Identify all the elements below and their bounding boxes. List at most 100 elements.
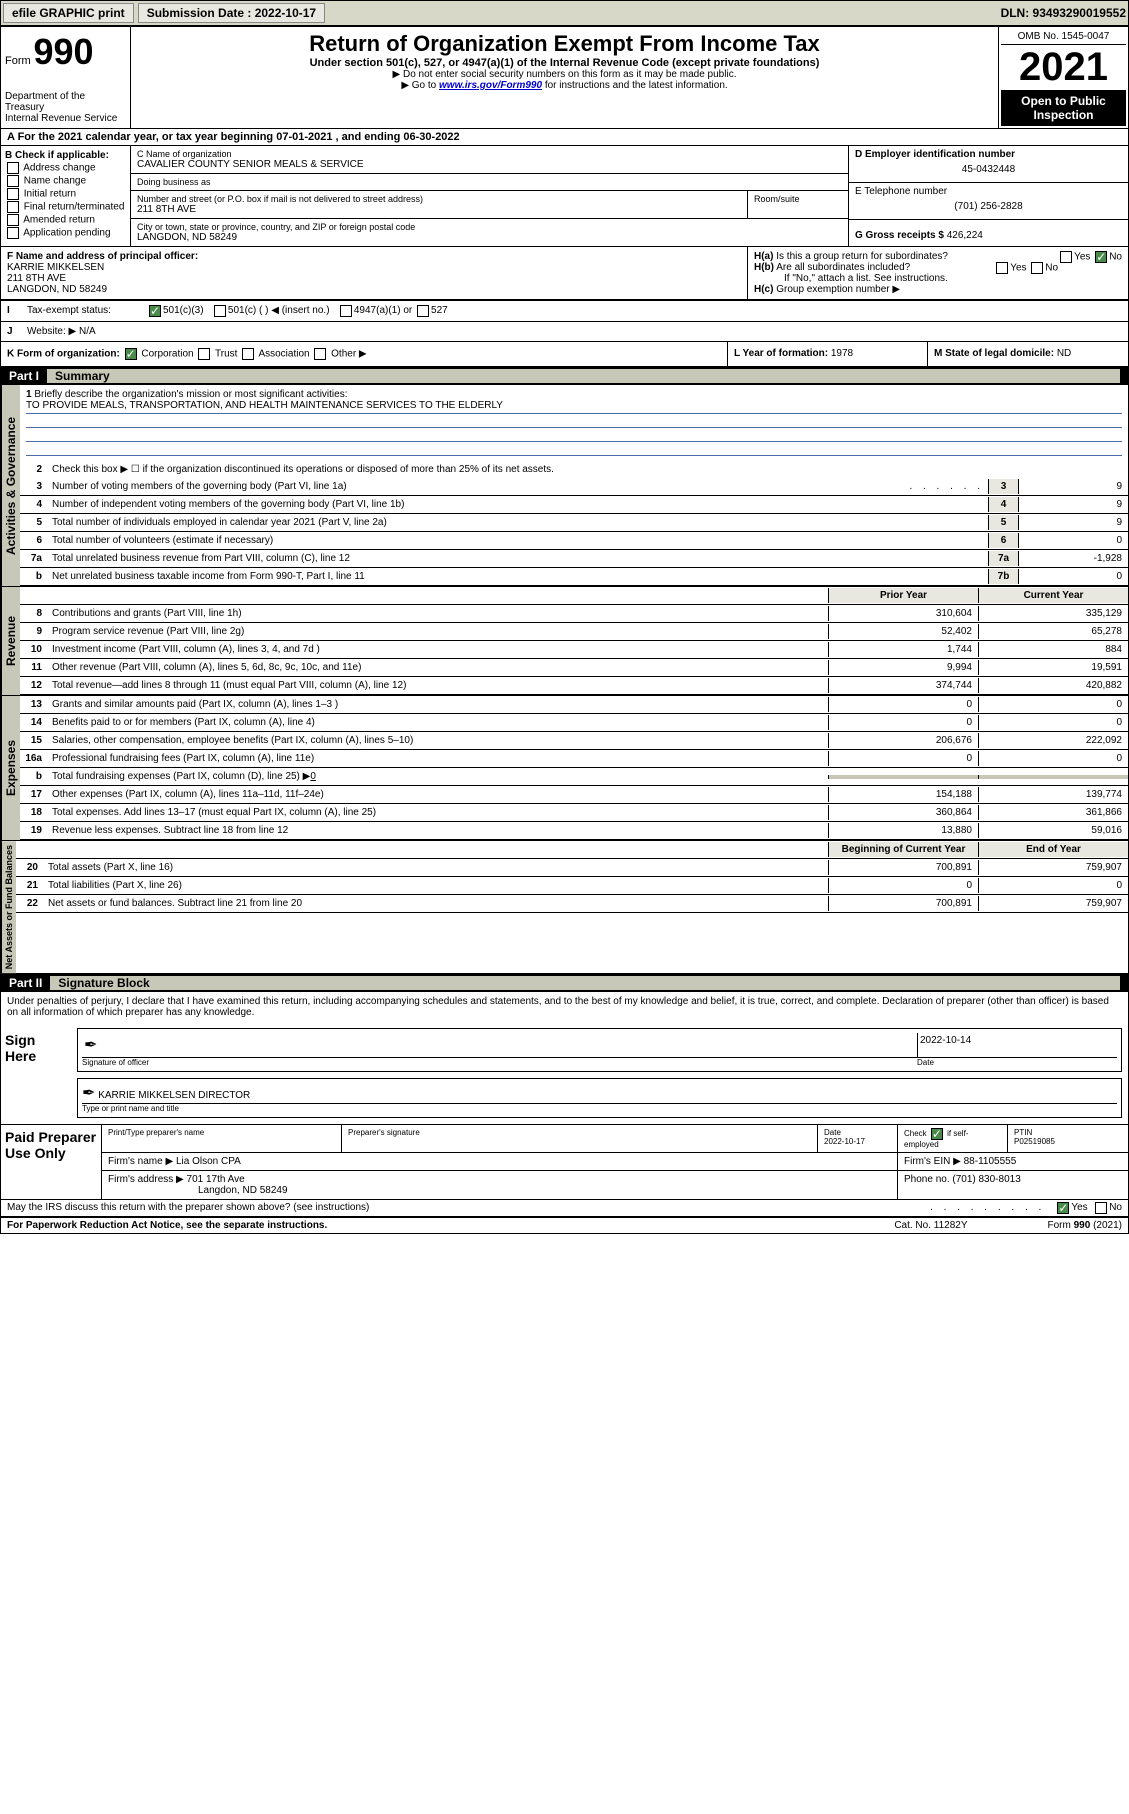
website-value: N/A (79, 326, 96, 337)
firm-addr1: 701 17th Ave (187, 1174, 245, 1185)
org-name-block: C Name of organization CAVALIER COUNTY S… (131, 146, 848, 174)
cb-trust[interactable] (198, 348, 210, 360)
tax-year: 2021 (1001, 45, 1126, 90)
part-1-header: Part I Summary (1, 367, 1128, 385)
officer-name-title: KARRIE MIKKELSEN DIRECTOR (98, 1090, 250, 1101)
dln-label: DLN: 93493290019552 (1001, 6, 1126, 20)
cb-discuss-no[interactable] (1095, 1202, 1107, 1214)
v3: 9 (1018, 479, 1128, 494)
col-c: C Name of organization CAVALIER COUNTY S… (131, 146, 848, 246)
officer-addr1: 211 8TH AVE (7, 273, 741, 284)
cb-other[interactable] (314, 348, 326, 360)
cb-name-change[interactable]: Name change (5, 175, 126, 187)
summary-ag: Activities & Governance 1 Briefly descri… (1, 385, 1128, 587)
note-2: ▶ Go to www.irs.gov/Form990 for instruct… (135, 80, 994, 91)
year-col: OMB No. 1545-0047 2021 Open to Public In… (998, 27, 1128, 128)
declaration-text: Under penalties of perjury, I declare th… (1, 992, 1128, 1022)
firm-ein: 88-1105555 (964, 1156, 1017, 1167)
cb-discuss-yes[interactable] (1057, 1202, 1069, 1214)
org-name: CAVALIER COUNTY SENIOR MEALS & SERVICE (137, 159, 842, 170)
street-address: 211 8TH AVE (137, 204, 741, 215)
row-j: J Website: ▶ N/A (1, 322, 1128, 342)
efile-print-button[interactable]: efile GRAPHIC print (3, 3, 134, 23)
city-block: City or town, state or province, country… (131, 219, 848, 246)
mission-text: TO PROVIDE MEALS, TRANSPORTATION, AND HE… (26, 400, 1122, 414)
footer-row: For Paperwork Reduction Act Notice, see … (1, 1218, 1128, 1233)
ein-value: 45-0432448 (855, 160, 1122, 179)
tax-year-begin: 07-01-2021 (276, 131, 332, 143)
officer-name: KARRIE MIKKELSEN (7, 262, 741, 273)
form-container: Form 990 Department of the Treasury Inte… (0, 26, 1129, 1234)
title-col: Return of Organization Exempt From Incom… (131, 27, 998, 128)
col-b-checkboxes: B Check if applicable: Address change Na… (1, 146, 131, 246)
discuss-row: May the IRS discuss this return with the… (1, 1200, 1128, 1218)
header-row: Form 990 Department of the Treasury Inte… (1, 27, 1128, 129)
v7b: 0 (1018, 569, 1128, 584)
summary-rev: Revenue Prior YearCurrent Year 8Contribu… (1, 587, 1128, 696)
tab-activities-governance: Activities & Governance (1, 385, 20, 586)
section-fh: F Name and address of principal officer:… (1, 247, 1128, 300)
row-m: M State of legal domicile: ND (928, 342, 1128, 366)
street-row: Number and street (or P.O. box if mail i… (131, 191, 848, 219)
signature-date: 2022-10-14 (917, 1033, 1117, 1057)
cb-527[interactable] (417, 305, 429, 317)
col-b-title: B Check if applicable: (5, 150, 126, 161)
form990-link[interactable]: www.irs.gov/Form990 (439, 80, 542, 91)
subtitle: Under section 501(c), 527, or 4947(a)(1)… (135, 57, 994, 69)
cb-self-employed[interactable] (931, 1128, 943, 1140)
ptin-value: P02519085 (1014, 1137, 1055, 1146)
form-id-col: Form 990 Department of the Treasury Inte… (1, 27, 131, 128)
v5: 9 (1018, 515, 1128, 530)
row-klm: K Form of organization: Corporation Trus… (1, 342, 1128, 367)
sign-here-row: Sign Here ✒ 2022-10-14 Signature of offi… (1, 1022, 1128, 1125)
row-k: K Form of organization: Corporation Trus… (1, 342, 728, 366)
cb-501c[interactable] (214, 305, 226, 317)
cb-final-return[interactable]: Final return/terminated (5, 201, 126, 213)
v7a: -1,928 (1018, 551, 1128, 566)
officer-addr2: LANGDON, ND 58249 (7, 284, 741, 295)
cb-corporation[interactable] (125, 348, 137, 360)
city-state-zip: LANGDON, ND 58249 (137, 232, 842, 243)
submission-date-button[interactable]: Submission Date : 2022-10-17 (138, 3, 325, 23)
cb-association[interactable] (242, 348, 254, 360)
gross-receipts-value: 426,224 (947, 230, 983, 241)
paid-preparer-row: Paid Preparer Use Only Print/Type prepar… (1, 1125, 1128, 1200)
dba-block: Doing business as (131, 174, 848, 191)
part-2-header: Part II Signature Block (1, 974, 1128, 992)
col-de: D Employer identification number 45-0432… (848, 146, 1128, 246)
tax-year-end: 06-30-2022 (403, 131, 459, 143)
summary-nab: Net Assets or Fund Balances Beginning of… (1, 841, 1128, 974)
p8: 310,604 (828, 606, 978, 621)
tab-net-assets: Net Assets or Fund Balances (1, 841, 16, 973)
row-a: A For the 2021 calendar year, or tax yea… (1, 129, 1128, 146)
officer-signature-box: ✒ 2022-10-14 Signature of officerDate (77, 1028, 1122, 1072)
mission-block: 1 Briefly describe the organization's mi… (20, 385, 1128, 460)
phone-label: E Telephone number (855, 186, 1122, 197)
tab-expenses: Expenses (1, 696, 20, 840)
cb-initial-return[interactable]: Initial return (5, 188, 126, 200)
cb-application-pending[interactable]: Application pending (5, 227, 126, 239)
firm-name: Lia Olson CPA (176, 1156, 241, 1167)
officer-name-title-box: ✒ KARRIE MIKKELSEN DIRECTOR Type or prin… (77, 1078, 1122, 1118)
omb-label: OMB No. 1545-0047 (1001, 29, 1126, 45)
irs-label: Internal Revenue Service (5, 113, 126, 124)
form-label: Form (5, 55, 31, 67)
tab-revenue: Revenue (1, 587, 20, 695)
main-title: Return of Organization Exempt From Incom… (135, 31, 994, 57)
cat-no: Cat. No. 11282Y (894, 1220, 967, 1231)
top-bar: efile GRAPHIC print Submission Date : 20… (0, 0, 1129, 26)
form-page-label: Form 990 (2021) (1048, 1220, 1122, 1231)
dept-label: Department of the Treasury (5, 91, 126, 113)
prep-date: 2022-10-17 (824, 1137, 865, 1146)
section-bcd: B Check if applicable: Address change Na… (1, 146, 1128, 247)
cb-4947[interactable] (340, 305, 352, 317)
cb-amended-return[interactable]: Amended return (5, 214, 126, 226)
section-h: H(a) Is this a group return for subordin… (748, 247, 1128, 299)
firm-addr2: Langdon, ND 58249 (198, 1185, 288, 1196)
form-number: 990 (33, 31, 93, 72)
v6: 0 (1018, 533, 1128, 548)
summary-exp: Expenses 13Grants and similar amounts pa… (1, 696, 1128, 841)
cb-501c3[interactable] (149, 305, 161, 317)
cb-address-change[interactable]: Address change (5, 162, 126, 174)
open-public-badge: Open to Public Inspection (1001, 90, 1126, 126)
